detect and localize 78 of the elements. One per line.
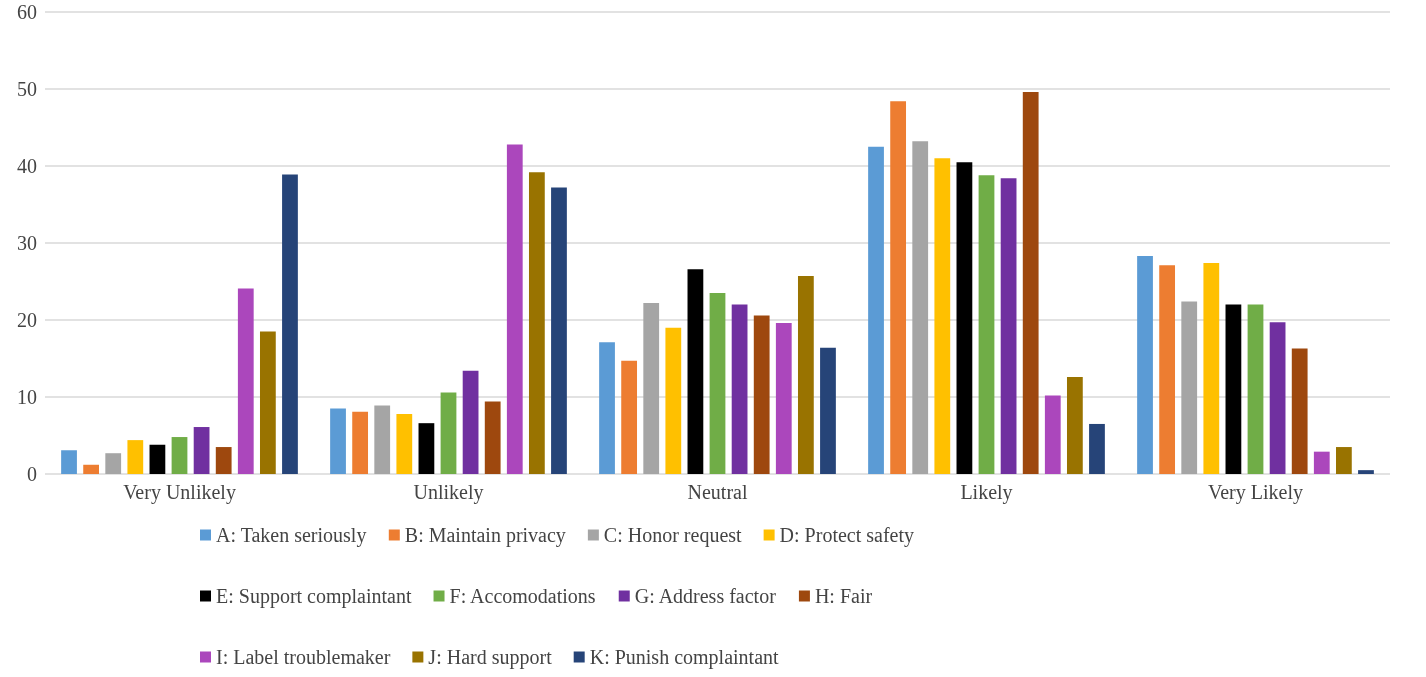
bar xyxy=(731,304,748,474)
legend-label: G: Address factor xyxy=(634,585,777,607)
bar xyxy=(797,276,814,474)
bar xyxy=(1022,92,1039,474)
bar xyxy=(775,323,792,474)
bar xyxy=(890,101,907,474)
bar xyxy=(61,450,77,474)
bar xyxy=(330,408,346,474)
y-tick-label: 30 xyxy=(17,232,37,254)
y-tick-label: 10 xyxy=(17,386,37,408)
bar xyxy=(934,158,951,474)
legend-label: H: Fair xyxy=(814,585,873,607)
legend-label: J: Hard support xyxy=(428,646,553,669)
bar xyxy=(418,423,435,474)
bar xyxy=(709,293,726,474)
bar xyxy=(1313,451,1330,474)
bar xyxy=(105,453,122,474)
y-tick-label: 20 xyxy=(17,309,37,331)
bar xyxy=(506,144,523,474)
bar xyxy=(396,413,413,474)
bar xyxy=(1089,423,1105,474)
bar xyxy=(127,440,144,474)
bar xyxy=(1358,470,1374,474)
bar xyxy=(1044,395,1061,474)
bar xyxy=(1225,304,1242,474)
legend-label: I: Label troublemaker xyxy=(216,646,391,668)
bar xyxy=(462,370,479,474)
legend-label: F: Accomodations xyxy=(449,585,596,607)
bar xyxy=(259,331,276,474)
bar xyxy=(215,447,232,474)
bar xyxy=(1159,265,1176,474)
bar xyxy=(352,411,369,474)
x-tick-label: Unlikely xyxy=(413,481,484,504)
bar xyxy=(1137,256,1153,474)
y-tick-label: 50 xyxy=(17,78,37,100)
legend-label: C: Honor request xyxy=(603,524,743,547)
bar xyxy=(599,342,615,474)
y-tick-label: 0 xyxy=(27,463,37,485)
bar xyxy=(687,269,704,474)
bar xyxy=(83,464,100,474)
bar xyxy=(1291,348,1308,474)
legend-label: K: Punish complaintant xyxy=(589,646,780,669)
bar xyxy=(237,288,254,474)
bar xyxy=(621,360,638,474)
x-tick-label: Very Likely xyxy=(1208,481,1303,504)
bar xyxy=(171,437,188,474)
bar xyxy=(1181,301,1198,474)
bar xyxy=(1203,263,1220,474)
y-tick-label: 60 xyxy=(17,1,37,23)
x-tick-label: Very Unlikely xyxy=(123,481,236,504)
bar xyxy=(374,405,391,474)
bar xyxy=(528,172,545,474)
bar xyxy=(1066,376,1083,474)
bar xyxy=(1335,447,1352,474)
bar xyxy=(978,175,995,474)
bar xyxy=(868,146,884,474)
bar xyxy=(1000,178,1017,474)
y-tick-label: 40 xyxy=(17,155,37,177)
bar xyxy=(484,401,501,474)
x-tick-label: Likely xyxy=(960,481,1013,504)
bar xyxy=(956,162,973,474)
bar xyxy=(282,174,298,474)
bar xyxy=(551,187,567,474)
bar xyxy=(912,141,929,474)
bar xyxy=(1269,322,1286,474)
x-tick-label: Neutral xyxy=(687,481,748,503)
bar xyxy=(440,392,457,474)
legend-label: B: Maintain privacy xyxy=(404,524,566,547)
legend-label: A: Taken seriously xyxy=(216,524,367,547)
bar xyxy=(193,427,210,474)
legend-label: E: Support complaintant xyxy=(216,585,412,608)
bar xyxy=(1247,304,1264,474)
bar xyxy=(753,315,770,474)
legend-label: D: Protect safety xyxy=(779,524,915,547)
bar xyxy=(149,444,166,474)
bar xyxy=(820,347,836,474)
bar xyxy=(665,327,682,474)
bar xyxy=(643,303,660,474)
